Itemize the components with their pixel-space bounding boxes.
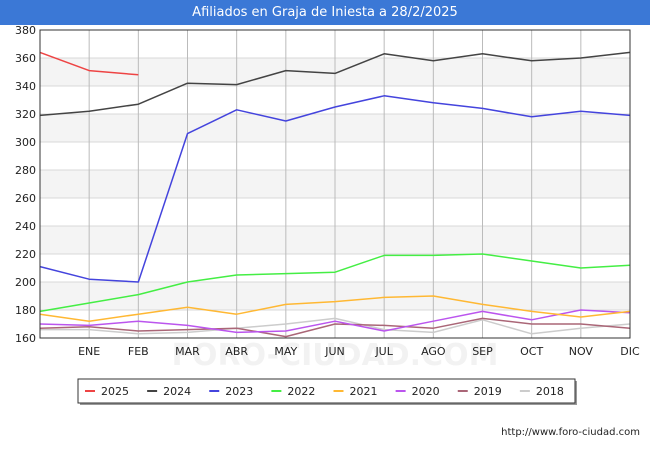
- legend-label-2023: 2023: [225, 385, 253, 398]
- y-tick-label: 220: [15, 248, 36, 261]
- series-line-2025: [39, 51, 139, 76]
- x-tick-label: JUL: [374, 345, 393, 358]
- legend: 2025 2024 2023 2022 2021 2020 2019 2018: [77, 378, 577, 405]
- x-tick-labels: ENE FEB MAR ABR MAY JUN JUL AGO SEP OCT NOV DIC: [78, 345, 640, 358]
- plot-border: [39, 29, 631, 339]
- y-tick-label: 240: [15, 220, 36, 233]
- x-tick-label: SEP: [472, 345, 493, 358]
- x-tick-label: MAR: [175, 345, 200, 358]
- watermark: FORO-CIUDAD.COM: [172, 338, 499, 373]
- series-line-2023: [39, 95, 631, 283]
- y-tick-label: 280: [15, 164, 36, 177]
- legend-label-2021: 2021: [350, 385, 378, 398]
- y-tick-label: 300: [15, 136, 36, 149]
- series-lines: [39, 51, 631, 338]
- series-line-2019: [39, 317, 631, 338]
- x-tick-label: DIC: [620, 345, 640, 358]
- legend-label-2024: 2024: [163, 385, 191, 398]
- legend-label-2020: 2020: [412, 385, 440, 398]
- legend-box: [77, 378, 576, 404]
- x-tick-label: ENE: [78, 345, 100, 358]
- x-tick-label: ABR: [225, 345, 248, 358]
- y-tick-labels: 160 180 200 220 240 260 280 300 320 340 360 380: [15, 24, 36, 345]
- y-tick-label: 360: [15, 52, 36, 65]
- y-tick-label: 320: [15, 108, 36, 121]
- y-tick-label: 160: [15, 332, 36, 345]
- x-tick-label: OCT: [520, 345, 543, 358]
- x-tick-label: FEB: [128, 345, 149, 358]
- series-line-2018: [40, 317, 631, 335]
- y-tick-label: 200: [15, 276, 36, 289]
- x-tick-label: MAY: [274, 345, 297, 358]
- legend-label-2025: 2025: [101, 385, 129, 398]
- y-tick-label: 180: [15, 304, 36, 317]
- chart-title: Afiliados en Graja de Iniesta a 28/2/202…: [0, 0, 650, 25]
- x-tick-label: NOV: [569, 345, 594, 358]
- x-tick-label: JUN: [324, 345, 345, 358]
- series-line-2020: [39, 309, 631, 334]
- y-tick-label: 380: [15, 24, 36, 37]
- series-line-2024: [39, 51, 631, 117]
- x-tick-label: AGO: [421, 345, 446, 358]
- y-tick-label: 340: [15, 80, 36, 93]
- footer-url: http://www.foro-ciudad.com: [501, 427, 640, 438]
- series-line-2021: [39, 295, 631, 322]
- series-line-2022: [39, 253, 631, 313]
- legend-label-2019: 2019: [474, 385, 502, 398]
- y-tick-label: 260: [15, 192, 36, 205]
- legend-label-2022: 2022: [287, 385, 315, 398]
- legend-label-2018: 2018: [536, 385, 564, 398]
